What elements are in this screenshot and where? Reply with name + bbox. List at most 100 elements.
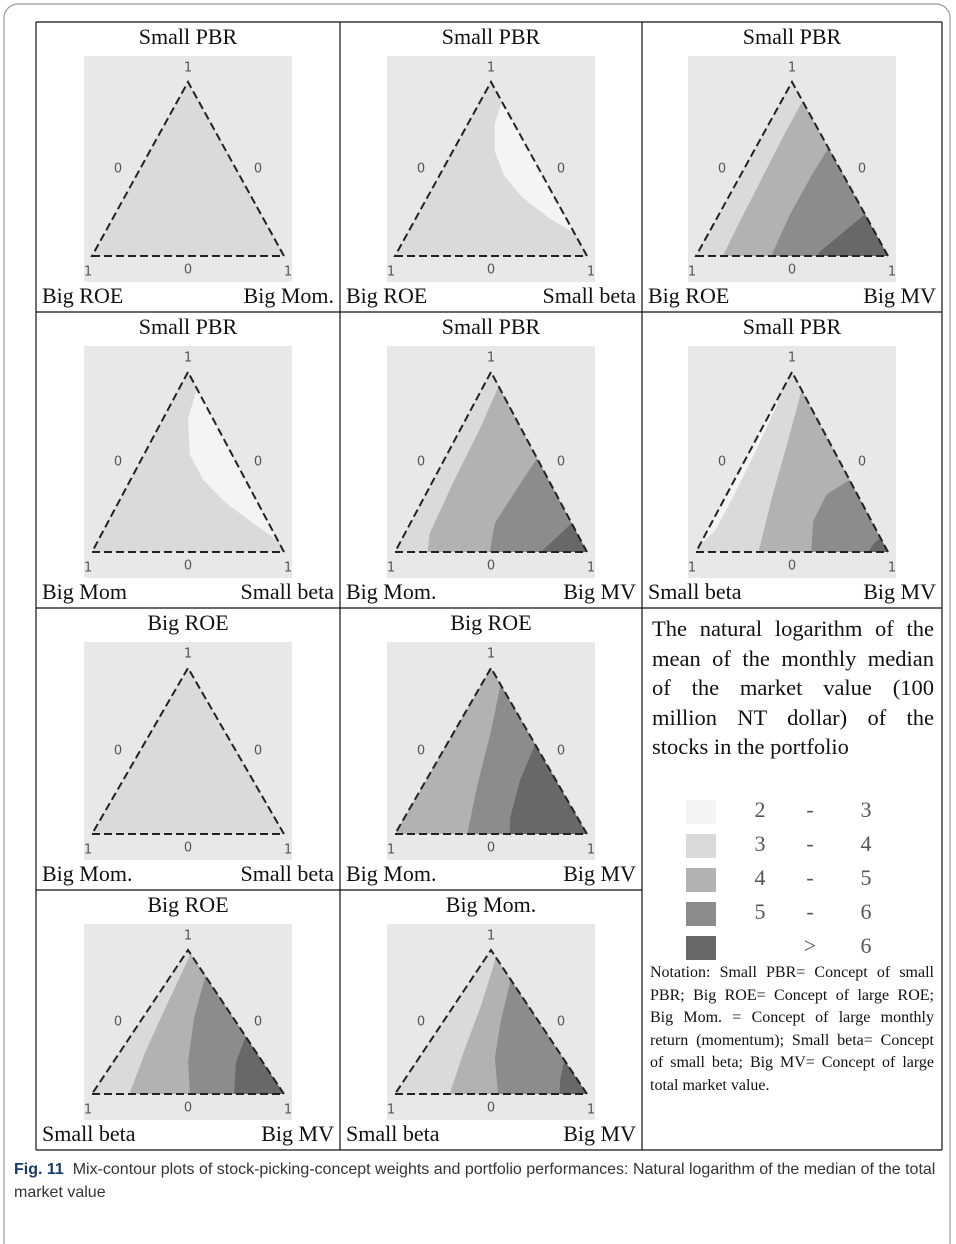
triangle-outline bbox=[90, 948, 286, 1095]
legend-from: 2 bbox=[755, 797, 766, 822]
plot-title: Small PBR bbox=[139, 24, 238, 49]
right-label: Big MV bbox=[563, 861, 636, 886]
triangle-outline bbox=[90, 369, 286, 553]
ternary-plot: Small PBR 1 0 0 1 0 1 Small beta Big MV bbox=[648, 314, 936, 604]
left-label: Big ROE bbox=[42, 283, 123, 308]
tick-label: 0 bbox=[487, 841, 495, 856]
table-grid bbox=[35, 21, 943, 1151]
tick-label: 0 bbox=[557, 744, 565, 759]
tick-label: 1 bbox=[387, 265, 395, 280]
right-label: Big MV bbox=[863, 283, 936, 308]
legend-swatch bbox=[686, 868, 716, 892]
triangle-outline bbox=[393, 666, 589, 835]
tick-label: 0 bbox=[417, 744, 425, 759]
left-label: Big Mom. bbox=[42, 861, 132, 886]
tick-label: 1 bbox=[84, 265, 92, 280]
tick-label: 1 bbox=[284, 265, 292, 280]
tick-label: 1 bbox=[284, 561, 292, 576]
tick-label: 0 bbox=[184, 263, 192, 278]
tick-label: 1 bbox=[487, 61, 495, 76]
right-label: Small beta bbox=[241, 861, 335, 886]
right-label: Big Mom. bbox=[244, 283, 334, 308]
tick-label: 0 bbox=[788, 559, 796, 574]
tick-label: 1 bbox=[184, 61, 192, 76]
ternary-plot: Big ROE 1 0 0 1 0 1 Big Mom. Small beta bbox=[42, 610, 334, 886]
tick-label: 1 bbox=[184, 929, 192, 944]
tick-label: 1 bbox=[587, 561, 595, 576]
tick-label: 0 bbox=[114, 162, 122, 177]
legend-swatch bbox=[686, 936, 716, 960]
left-label: Big Mom. bbox=[346, 579, 436, 604]
tick-label: 1 bbox=[587, 1103, 595, 1118]
legend-to: 6 bbox=[861, 899, 872, 924]
plot-title: Big ROE bbox=[147, 610, 228, 635]
triangle-outline bbox=[393, 948, 589, 1095]
tick-label: 0 bbox=[184, 1101, 192, 1116]
ternary-plot: Big ROE 1 0 0 1 0 1 Small beta Big MV bbox=[42, 892, 334, 1146]
ternary-plot: Big ROE 1 0 0 1 0 1 Big Mom. Big MV bbox=[346, 610, 636, 886]
legend-to: 3 bbox=[861, 797, 872, 822]
triangle-outline bbox=[694, 369, 890, 553]
right-label: Small beta bbox=[241, 579, 335, 604]
left-label: Big ROE bbox=[648, 283, 729, 308]
right-label: Big MV bbox=[863, 579, 936, 604]
tick-label: 0 bbox=[184, 841, 192, 856]
legend-row: 3 - 4 bbox=[686, 831, 872, 858]
tick-label: 1 bbox=[688, 265, 696, 280]
tick-label: 0 bbox=[114, 744, 122, 759]
tick-label: 0 bbox=[557, 1015, 565, 1030]
right-label: Big MV bbox=[261, 1121, 334, 1146]
ternary-plot: Small PBR 1 0 0 1 0 1 Big ROE Big MV bbox=[648, 24, 936, 308]
tick-label: 0 bbox=[114, 455, 122, 470]
left-label: Small beta bbox=[346, 1121, 440, 1146]
legend-sep: - bbox=[806, 865, 813, 890]
caption-label: Fig. 11 bbox=[14, 1161, 64, 1178]
legend-swatch bbox=[686, 800, 716, 824]
tick-label: 0 bbox=[254, 744, 262, 759]
tick-label: 1 bbox=[487, 647, 495, 662]
plot-title: Small PBR bbox=[743, 24, 842, 49]
tick-label: 1 bbox=[587, 843, 595, 858]
triangle-outline bbox=[90, 79, 286, 257]
legend-row: >6 bbox=[686, 933, 872, 960]
legend-row: 5 - 6 bbox=[686, 899, 872, 926]
ternary-plot: Small PBR 1 0 0 1 0 1 Big Mom Small beta bbox=[42, 314, 335, 604]
tick-label: 1 bbox=[788, 61, 796, 76]
tick-label: 1 bbox=[888, 265, 896, 280]
tick-label: 1 bbox=[184, 351, 192, 366]
legend-from: 4 bbox=[755, 865, 766, 890]
tick-label: 1 bbox=[688, 561, 696, 576]
tick-label: 0 bbox=[858, 162, 866, 177]
tick-label: 1 bbox=[84, 561, 92, 576]
legend-to: 4 bbox=[861, 831, 872, 856]
plot-title: Big ROE bbox=[147, 892, 228, 917]
ternary-plot: Big Mom. 1 0 0 1 0 1 Small beta Big MV bbox=[346, 892, 636, 1146]
ternary-plot: Small PBR 1 0 0 1 0 1 Big ROE Big Mom. bbox=[42, 24, 334, 308]
tick-label: 0 bbox=[417, 162, 425, 177]
contour-base bbox=[395, 82, 587, 256]
left-label: Big Mom. bbox=[346, 861, 436, 886]
tick-label: 0 bbox=[557, 455, 565, 470]
tick-label: 1 bbox=[487, 929, 495, 944]
contour-base bbox=[92, 668, 284, 834]
tick-label: 1 bbox=[387, 561, 395, 576]
contour-base bbox=[92, 82, 284, 256]
tick-label: 0 bbox=[254, 455, 262, 470]
caption: Fig. 11 Mix-contour plots of stock-picki… bbox=[14, 1158, 944, 1204]
tick-label: 1 bbox=[284, 843, 292, 858]
tick-label: 0 bbox=[557, 162, 565, 177]
tick-label: 0 bbox=[114, 1015, 122, 1030]
tick-label: 0 bbox=[417, 455, 425, 470]
tick-label: 1 bbox=[387, 843, 395, 858]
tick-label: 1 bbox=[184, 647, 192, 662]
plot-title: Small PBR bbox=[743, 314, 842, 339]
tick-label: 0 bbox=[487, 559, 495, 574]
left-label: Big ROE bbox=[346, 283, 427, 308]
legend-from: 3 bbox=[755, 831, 766, 856]
plot-title: Big ROE bbox=[450, 610, 531, 635]
card-border bbox=[3, 3, 951, 1244]
triangle-outline bbox=[393, 79, 589, 257]
legend-description: The natural logarithm of the mean of the… bbox=[652, 616, 934, 759]
legend-from: 5 bbox=[755, 899, 766, 924]
